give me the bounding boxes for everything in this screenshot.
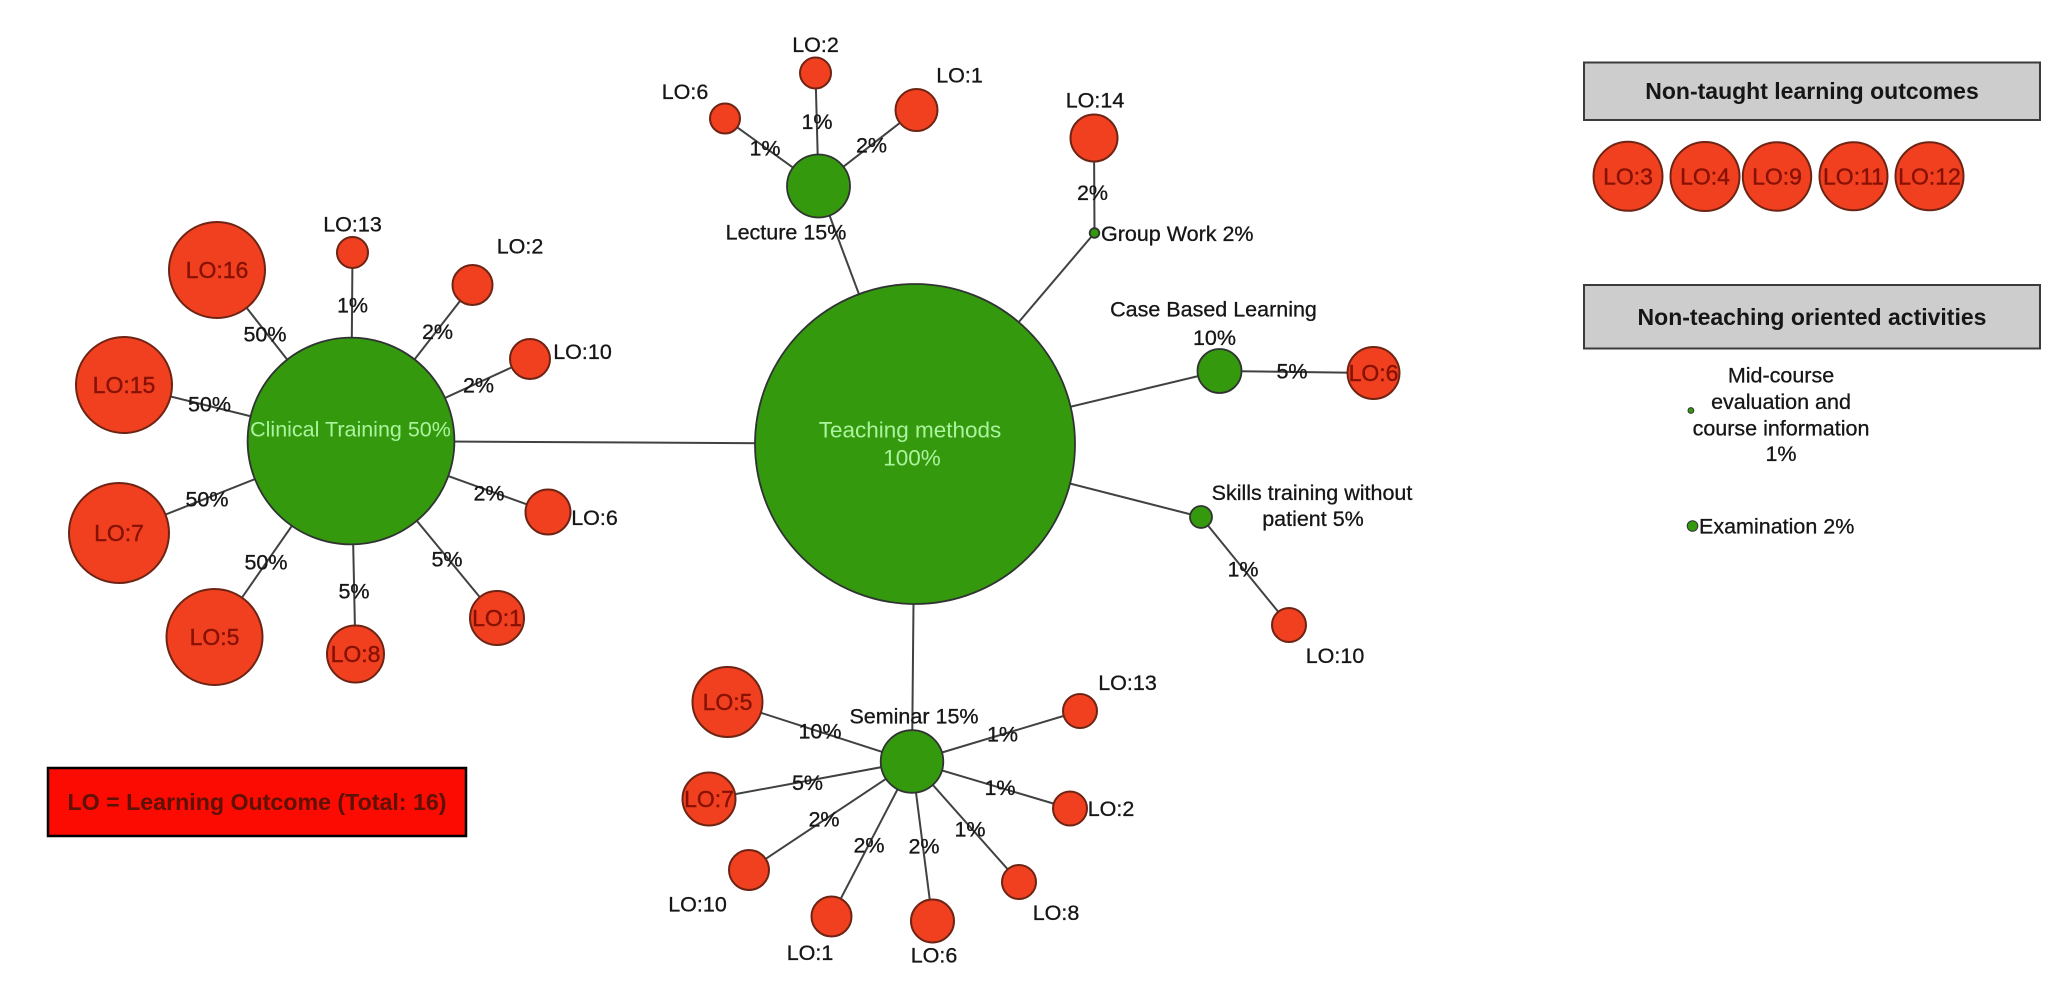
svg-text:LO:13: LO:13 (323, 213, 382, 237)
svg-text:LO:13: LO:13 (1098, 671, 1157, 695)
svg-text:10%: 10% (798, 720, 841, 744)
svg-text:LO:14: LO:14 (1066, 89, 1125, 113)
svg-text:LO:5: LO:5 (703, 689, 753, 715)
svg-text:LO:8: LO:8 (1033, 901, 1080, 925)
svg-text:LO:5: LO:5 (190, 624, 240, 650)
svg-text:LO:12: LO:12 (1898, 163, 1961, 189)
svg-text:evaluation and: evaluation and (1711, 390, 1851, 414)
svg-text:LO:10: LO:10 (668, 893, 727, 917)
svg-text:Group Work 2%: Group Work 2% (1101, 222, 1254, 246)
svg-text:LO:2: LO:2 (497, 235, 544, 259)
svg-text:LO:8: LO:8 (331, 641, 381, 667)
svg-text:LO:9: LO:9 (1752, 164, 1802, 190)
svg-text:LO:2: LO:2 (1088, 797, 1135, 821)
svg-text:1%: 1% (749, 137, 780, 161)
svg-text:LO:10: LO:10 (1306, 644, 1365, 668)
svg-text:2%: 2% (1077, 181, 1108, 205)
svg-text:1%: 1% (1765, 442, 1796, 466)
svg-text:LO:1: LO:1 (936, 64, 983, 88)
svg-text:2%: 2% (908, 835, 939, 859)
svg-text:LO:16: LO:16 (186, 257, 249, 283)
svg-text:LO:6: LO:6 (662, 80, 709, 104)
svg-text:50%: 50% (185, 488, 228, 512)
svg-text:Teaching methods: Teaching methods (819, 418, 1002, 443)
svg-text:LO:3: LO:3 (1603, 163, 1653, 189)
svg-text:1%: 1% (1227, 558, 1258, 582)
svg-text:5%: 5% (338, 580, 369, 604)
svg-text:Seminar 15%: Seminar 15% (849, 705, 978, 729)
svg-text:2%: 2% (422, 320, 453, 344)
svg-text:LO:7: LO:7 (94, 520, 144, 546)
svg-text:LO:1: LO:1 (787, 941, 834, 965)
svg-text:LO:6: LO:6 (571, 506, 618, 530)
svg-text:Mid-course: Mid-course (1728, 364, 1834, 388)
svg-text:Lecture 15%: Lecture 15% (726, 221, 847, 245)
svg-text:50%: 50% (244, 551, 287, 575)
svg-text:1%: 1% (337, 294, 368, 318)
svg-text:5%: 5% (792, 771, 823, 795)
svg-text:5%: 5% (431, 548, 462, 572)
svg-text:Clinical Training 50%: Clinical Training 50% (250, 418, 451, 442)
svg-text:1%: 1% (987, 723, 1018, 747)
svg-text:2%: 2% (473, 482, 504, 506)
svg-text:course information: course information (1693, 417, 1870, 441)
svg-text:2%: 2% (856, 134, 887, 158)
svg-text:100%: 100% (883, 446, 941, 471)
svg-text:LO:15: LO:15 (93, 372, 156, 398)
svg-text:1%: 1% (984, 776, 1015, 800)
svg-text:LO:7: LO:7 (684, 786, 734, 812)
svg-text:Case Based Learning: Case Based Learning (1110, 298, 1317, 322)
svg-text:LO:10: LO:10 (553, 340, 612, 364)
svg-text:LO:1: LO:1 (472, 605, 522, 631)
svg-text:2%: 2% (808, 808, 839, 832)
svg-text:10%: 10% (1193, 326, 1236, 350)
svg-text:Non-teaching oriented activiti: Non-teaching oriented activities (1638, 304, 1987, 330)
svg-text:Examination 2%: Examination 2% (1699, 515, 1854, 539)
svg-text:2%: 2% (853, 834, 884, 858)
svg-text:50%: 50% (243, 323, 286, 347)
svg-text:LO:2: LO:2 (792, 33, 839, 57)
svg-text:LO:6: LO:6 (911, 944, 958, 968)
svg-text:LO:4: LO:4 (1680, 164, 1730, 190)
svg-text:patient 5%: patient 5% (1262, 507, 1364, 531)
svg-text:2%: 2% (463, 374, 494, 398)
svg-text:Non-taught learning outcomes: Non-taught learning outcomes (1645, 78, 1979, 104)
svg-text:1%: 1% (801, 110, 832, 134)
svg-text:LO:6: LO:6 (1349, 360, 1399, 386)
svg-text:5%: 5% (1276, 360, 1307, 384)
svg-text:50%: 50% (188, 393, 231, 417)
svg-text:LO = Learning Outcome (Total:: LO = Learning Outcome (Total: 16) (68, 789, 447, 815)
svg-text:1%: 1% (954, 818, 985, 842)
svg-text:Skills training without: Skills training without (1212, 481, 1413, 505)
svg-text:LO:11: LO:11 (1823, 163, 1884, 189)
